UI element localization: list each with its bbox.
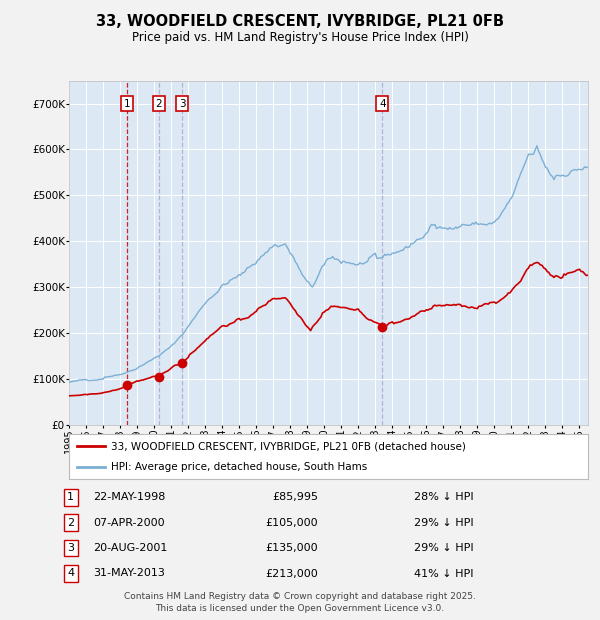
Text: 28% ↓ HPI: 28% ↓ HPI bbox=[414, 492, 473, 502]
Text: £105,000: £105,000 bbox=[265, 518, 318, 528]
Text: 07-APR-2000: 07-APR-2000 bbox=[93, 518, 164, 528]
Text: £213,000: £213,000 bbox=[265, 569, 318, 578]
Text: 1: 1 bbox=[67, 492, 74, 502]
Text: 4: 4 bbox=[379, 99, 386, 108]
Text: 41% ↓ HPI: 41% ↓ HPI bbox=[414, 569, 473, 578]
Text: Price paid vs. HM Land Registry's House Price Index (HPI): Price paid vs. HM Land Registry's House … bbox=[131, 31, 469, 44]
Text: 4: 4 bbox=[67, 569, 74, 578]
Text: £85,995: £85,995 bbox=[272, 492, 318, 502]
Text: 3: 3 bbox=[67, 543, 74, 553]
Text: 22-MAY-1998: 22-MAY-1998 bbox=[93, 492, 166, 502]
Text: 31-MAY-2013: 31-MAY-2013 bbox=[93, 569, 165, 578]
Text: 29% ↓ HPI: 29% ↓ HPI bbox=[414, 518, 473, 528]
Text: 33, WOODFIELD CRESCENT, IVYBRIDGE, PL21 0FB: 33, WOODFIELD CRESCENT, IVYBRIDGE, PL21 … bbox=[96, 14, 504, 29]
Text: HPI: Average price, detached house, South Hams: HPI: Average price, detached house, Sout… bbox=[110, 463, 367, 472]
Text: 33, WOODFIELD CRESCENT, IVYBRIDGE, PL21 0FB (detached house): 33, WOODFIELD CRESCENT, IVYBRIDGE, PL21 … bbox=[110, 441, 466, 451]
Text: 3: 3 bbox=[179, 99, 185, 108]
Text: 20-AUG-2001: 20-AUG-2001 bbox=[93, 543, 167, 553]
Text: This data is licensed under the Open Government Licence v3.0.: This data is licensed under the Open Gov… bbox=[155, 604, 445, 613]
Text: 2: 2 bbox=[155, 99, 162, 108]
Text: 29% ↓ HPI: 29% ↓ HPI bbox=[414, 543, 473, 553]
Text: £135,000: £135,000 bbox=[265, 543, 318, 553]
Text: 2: 2 bbox=[67, 518, 74, 528]
Text: Contains HM Land Registry data © Crown copyright and database right 2025.: Contains HM Land Registry data © Crown c… bbox=[124, 592, 476, 601]
Text: 1: 1 bbox=[124, 99, 130, 108]
